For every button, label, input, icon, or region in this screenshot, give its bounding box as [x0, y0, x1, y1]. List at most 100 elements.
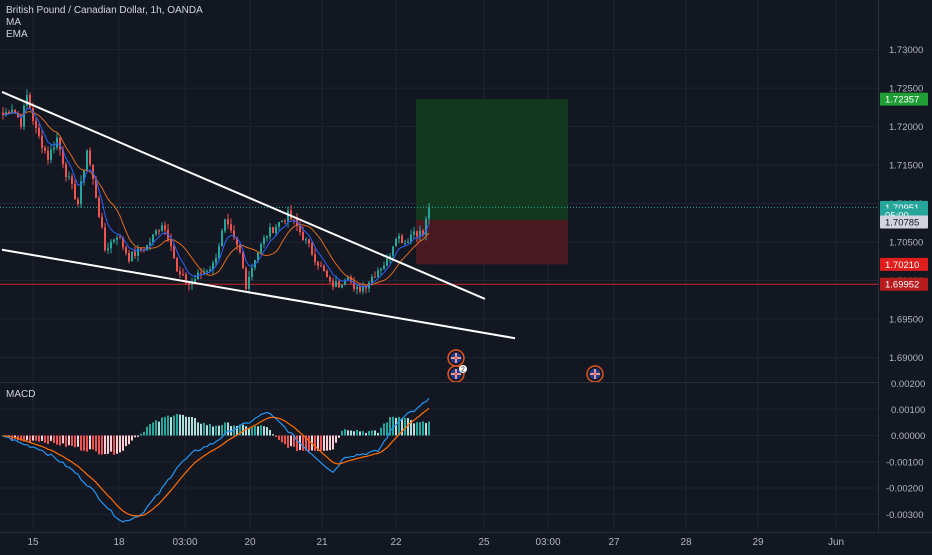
macd-bar [29, 435, 31, 443]
time-axis[interactable]: 15 18 03:00 20 21 22 25 03:00 27 28 29 Jun [0, 532, 932, 550]
candle-body [230, 224, 232, 231]
candle-body [371, 276, 373, 283]
price-axis[interactable]: 1.730001.725001.720001.715001.710001.705… [878, 0, 932, 532]
candles[interactable] [2, 89, 430, 295]
candle-body [233, 230, 235, 238]
macd-bar [290, 435, 292, 447]
macd-bar [212, 426, 214, 436]
price-label[interactable]: 1.70785 [880, 215, 928, 229]
macd-bar [224, 422, 226, 436]
candle-body [65, 164, 67, 177]
event-count: 2 [461, 367, 465, 374]
candle-body [41, 135, 43, 148]
svg-text:1.69952: 1.69952 [885, 280, 919, 291]
candle-body [410, 234, 412, 242]
macd-bar [380, 427, 382, 436]
macd-bar [137, 435, 139, 437]
macd-bar [155, 420, 157, 436]
candle-body [140, 248, 142, 250]
price-label[interactable]: 1.70210 [880, 257, 928, 271]
macd-bar [395, 417, 397, 436]
candle-body [2, 112, 4, 116]
trendline-2[interactable] [1, 248, 516, 340]
candle-body [293, 219, 295, 221]
macd-bar [110, 435, 112, 452]
macd-bar [242, 424, 244, 436]
candle-body [350, 277, 352, 283]
candle-body [392, 246, 394, 256]
macd-bar [194, 418, 196, 436]
candle-body [314, 254, 316, 262]
macd-bar [323, 435, 325, 451]
macd-bar [35, 435, 37, 441]
macd-bar [122, 435, 124, 451]
ma-indicator-label[interactable]: MA [6, 17, 21, 28]
macd-bar [95, 435, 97, 452]
price-label[interactable]: 1.69952 [880, 277, 928, 291]
candle-body [221, 230, 223, 247]
price-label[interactable]: 1.72357 [880, 92, 928, 106]
symbol-title[interactable]: British Pound / Canadian Dollar, 1h, OAN… [6, 5, 203, 16]
ema-indicator-label[interactable]: EMA [6, 29, 28, 40]
macd-bar [284, 435, 286, 445]
economic-events[interactable]: 2 [447, 349, 604, 383]
macd-bar [131, 435, 133, 441]
time-tick-label: 27 [608, 537, 620, 548]
uk-flag-icon[interactable] [447, 349, 465, 367]
time-tick-label: 15 [27, 537, 39, 548]
candle-body [215, 257, 217, 263]
macd-bar [368, 431, 370, 436]
macd-bar [191, 416, 193, 436]
macd-bar [143, 431, 145, 436]
macd-bar [329, 435, 331, 451]
candle-body [176, 258, 178, 272]
candle-body [158, 230, 160, 232]
macd-signal-line[interactable] [2, 407, 430, 517]
time-tick-label: 29 [752, 537, 764, 548]
macd-bar [302, 435, 304, 451]
candle-body [401, 235, 403, 244]
macd-histogram[interactable] [2, 413, 430, 455]
candle-body [236, 237, 238, 245]
macd-bar [227, 422, 229, 436]
time-tick-label: 20 [244, 537, 256, 548]
time-tick-label: 21 [316, 537, 328, 548]
position-loss-zone[interactable] [416, 220, 568, 265]
macd-bar [275, 435, 277, 438]
macd-line[interactable] [2, 397, 430, 523]
candle-body [68, 176, 70, 178]
candle-body [116, 237, 118, 240]
candle-body [71, 176, 73, 184]
candle-body [134, 251, 136, 256]
position-profit-zone[interactable] [416, 99, 568, 221]
macd-bar [332, 435, 334, 450]
trendline-1[interactable] [1, 91, 486, 300]
uk-flag-icon[interactable]: 2 [447, 365, 467, 383]
candle-body [248, 276, 250, 289]
price-tick-label: 1.70500 [889, 238, 923, 249]
macd-bar [263, 426, 265, 436]
macd-indicator-label[interactable]: MACD [6, 389, 36, 400]
macd-tick-label: 0.00100 [891, 405, 925, 416]
macd-bar [344, 429, 346, 436]
macd-bar [74, 435, 76, 448]
svg-text:1.70951: 1.70951 [885, 203, 919, 214]
candle-body [212, 262, 214, 270]
candle-body [305, 239, 307, 241]
candle-body [323, 265, 325, 271]
candle-body [422, 230, 424, 235]
macd-bar [320, 435, 322, 451]
ema-line[interactable] [2, 108, 430, 288]
candle-body [404, 242, 406, 244]
candle-body [107, 248, 109, 251]
macd-bar [47, 435, 49, 445]
macd-bar [56, 435, 58, 445]
macd-bar [278, 435, 280, 441]
macd-bar [38, 435, 40, 442]
ma-line[interactable] [2, 111, 430, 286]
uk-flag-icon[interactable] [586, 365, 604, 383]
macd-bar [293, 435, 295, 447]
macd-bar [170, 417, 172, 436]
